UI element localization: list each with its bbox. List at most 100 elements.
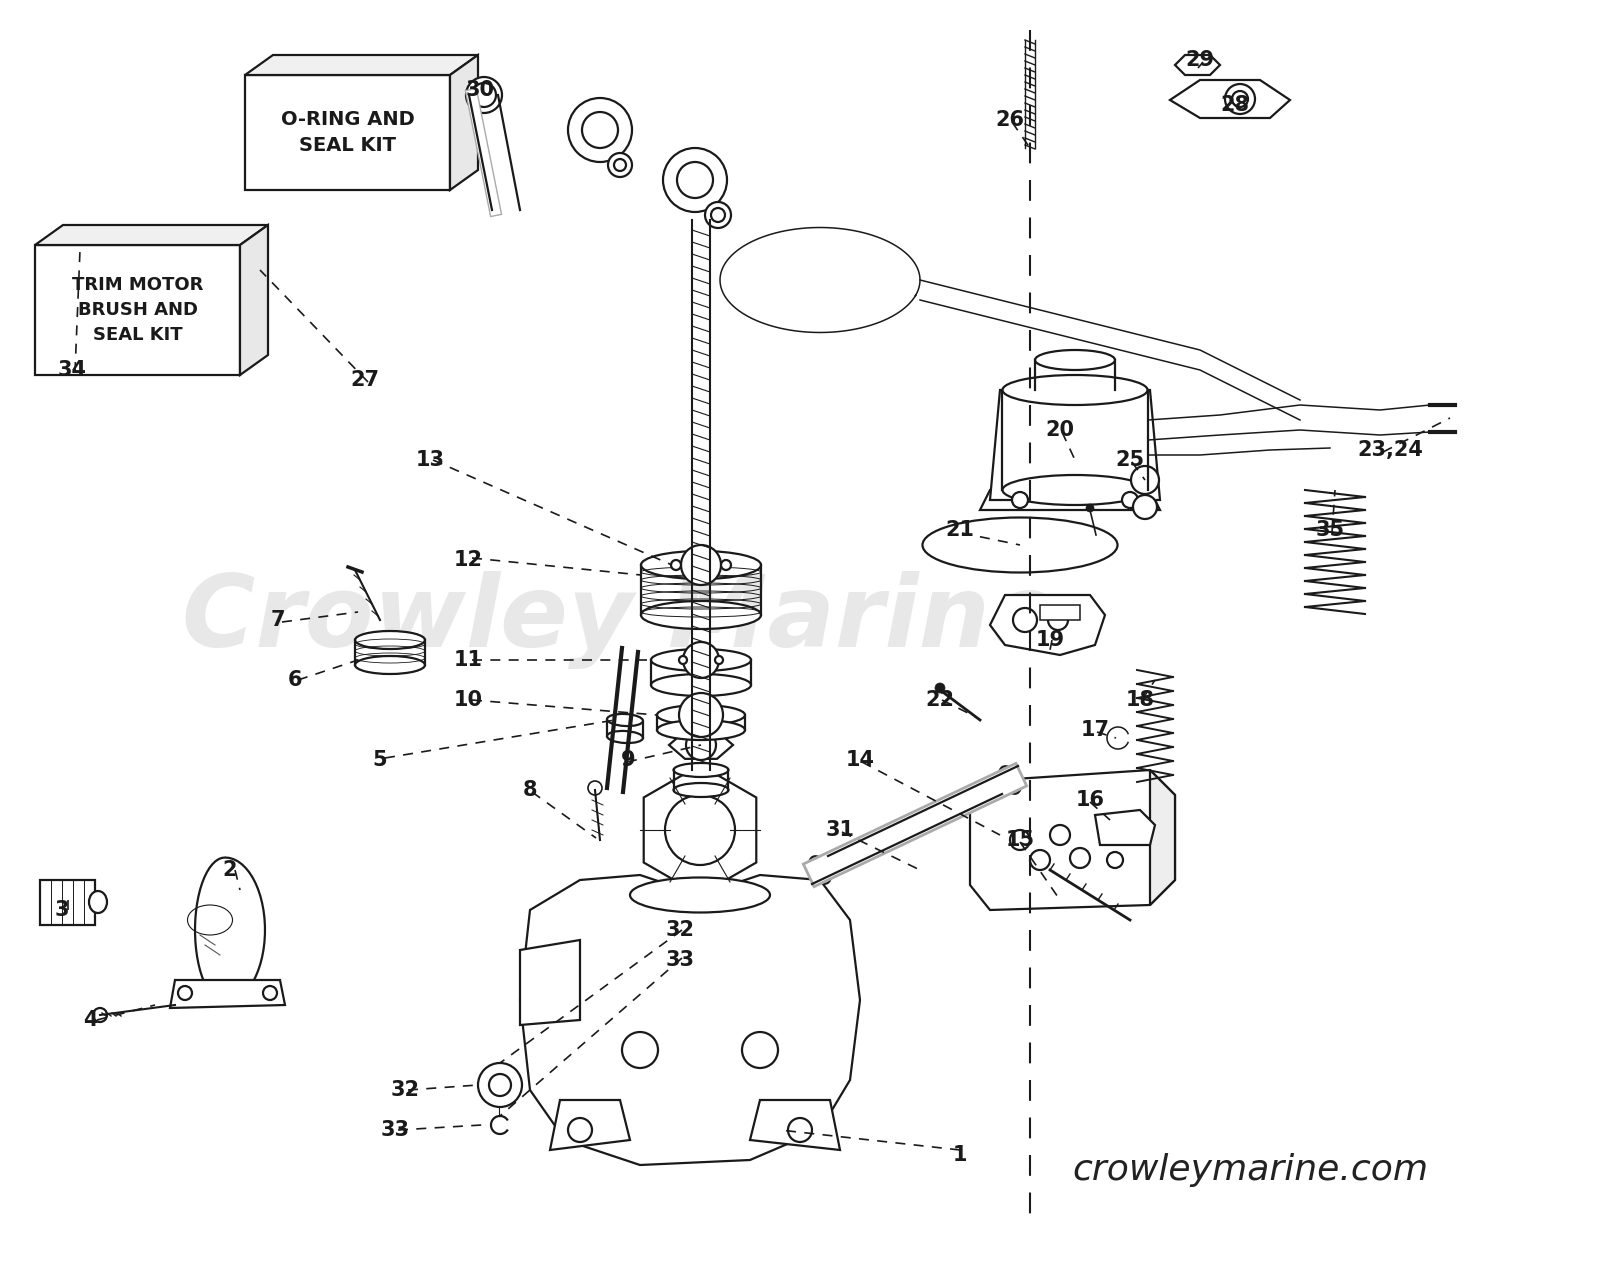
Circle shape [1133, 495, 1157, 520]
Circle shape [1232, 91, 1248, 107]
Ellipse shape [658, 720, 746, 739]
Circle shape [742, 1031, 778, 1068]
Circle shape [1030, 849, 1050, 870]
Polygon shape [245, 56, 478, 75]
Text: Crowley Marine: Crowley Marine [182, 571, 1058, 669]
Text: 13: 13 [416, 450, 445, 470]
Polygon shape [245, 75, 450, 190]
Circle shape [1070, 848, 1090, 868]
Circle shape [706, 202, 731, 228]
Polygon shape [240, 225, 269, 375]
Text: 4: 4 [83, 1010, 98, 1030]
Ellipse shape [923, 517, 1117, 573]
Bar [40, 880, 94, 925]
Text: 25: 25 [1115, 450, 1144, 470]
Ellipse shape [658, 705, 746, 726]
Circle shape [678, 693, 723, 737]
Circle shape [683, 642, 718, 678]
Text: 28: 28 [1221, 95, 1250, 115]
Polygon shape [990, 595, 1106, 655]
Circle shape [608, 153, 632, 177]
Polygon shape [643, 765, 757, 895]
Circle shape [1122, 492, 1138, 508]
Text: 9: 9 [621, 750, 635, 770]
Text: 26: 26 [995, 110, 1024, 130]
Polygon shape [669, 731, 733, 758]
Circle shape [490, 1074, 510, 1096]
Circle shape [582, 112, 618, 148]
Text: 2: 2 [222, 860, 237, 880]
Text: 19: 19 [1035, 629, 1064, 650]
Text: 5: 5 [373, 750, 387, 770]
Ellipse shape [642, 600, 762, 629]
Text: O-RING AND
SEAL KIT: O-RING AND SEAL KIT [280, 110, 414, 155]
Text: 29: 29 [1186, 51, 1214, 70]
Text: 32: 32 [390, 1079, 419, 1100]
Text: 3: 3 [54, 900, 69, 920]
Ellipse shape [642, 551, 762, 579]
Circle shape [472, 83, 496, 107]
Circle shape [1050, 825, 1070, 846]
Polygon shape [35, 245, 240, 375]
Circle shape [1013, 492, 1027, 508]
Text: 16: 16 [1075, 790, 1104, 810]
Ellipse shape [630, 877, 770, 913]
Polygon shape [1170, 80, 1290, 118]
Circle shape [722, 560, 731, 570]
Text: 21: 21 [946, 520, 974, 540]
Circle shape [1013, 608, 1037, 632]
Circle shape [670, 560, 682, 570]
Text: TRIM MOTOR
BRUSH AND
SEAL KIT: TRIM MOTOR BRUSH AND SEAL KIT [72, 276, 203, 344]
Ellipse shape [651, 674, 750, 696]
Polygon shape [35, 225, 269, 245]
Circle shape [678, 656, 686, 664]
Text: 10: 10 [453, 690, 483, 710]
Text: 11: 11 [453, 650, 483, 670]
Text: 12: 12 [453, 550, 483, 570]
Ellipse shape [810, 856, 830, 884]
Circle shape [1107, 827, 1123, 843]
Ellipse shape [355, 631, 426, 648]
Circle shape [1131, 466, 1158, 494]
Ellipse shape [606, 714, 643, 726]
Ellipse shape [90, 891, 107, 913]
Circle shape [93, 1007, 107, 1023]
Circle shape [682, 545, 722, 585]
Text: 23,24: 23,24 [1357, 440, 1422, 460]
Polygon shape [520, 940, 579, 1025]
Circle shape [666, 795, 734, 865]
Ellipse shape [1035, 350, 1115, 370]
Bar [1040, 605, 1080, 621]
Circle shape [934, 683, 946, 693]
Polygon shape [1150, 770, 1174, 905]
Circle shape [589, 781, 602, 795]
Circle shape [1048, 611, 1069, 629]
Text: 34: 34 [58, 360, 86, 380]
Polygon shape [990, 391, 1160, 501]
Text: 14: 14 [845, 750, 875, 770]
Circle shape [614, 159, 626, 171]
Ellipse shape [355, 656, 426, 674]
Polygon shape [970, 770, 1174, 910]
Circle shape [715, 656, 723, 664]
Circle shape [1226, 83, 1254, 114]
Text: 7: 7 [270, 611, 285, 629]
Circle shape [178, 986, 192, 1000]
Circle shape [686, 731, 717, 760]
Text: 33: 33 [666, 951, 694, 969]
Text: 20: 20 [1045, 420, 1075, 440]
Text: 17: 17 [1080, 720, 1109, 739]
Circle shape [262, 986, 277, 1000]
Circle shape [568, 1117, 592, 1141]
Ellipse shape [674, 763, 728, 777]
Polygon shape [450, 56, 478, 190]
Polygon shape [550, 1100, 630, 1150]
Text: 22: 22 [925, 690, 955, 710]
Text: 18: 18 [1125, 690, 1155, 710]
Ellipse shape [674, 782, 728, 798]
Circle shape [1010, 830, 1030, 849]
Polygon shape [750, 1100, 840, 1150]
Polygon shape [195, 857, 266, 1002]
Polygon shape [1174, 56, 1221, 75]
Circle shape [1086, 504, 1094, 512]
